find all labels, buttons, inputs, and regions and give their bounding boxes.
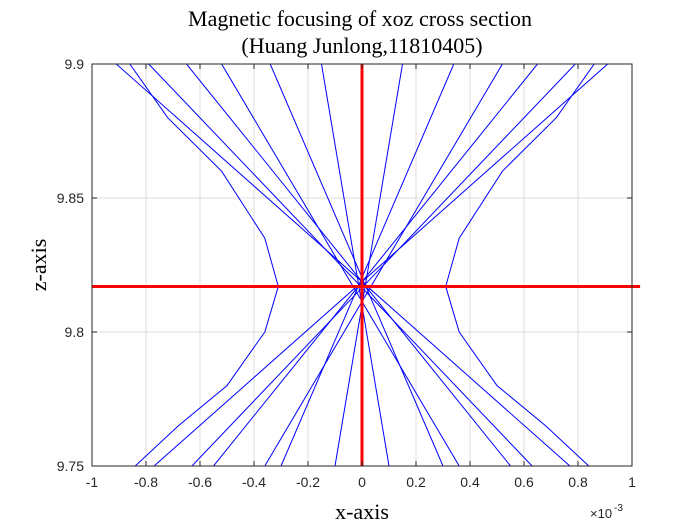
trajectory-line-10 [264,64,503,466]
x-tick-label: 0 [358,474,366,490]
trajectory-line-1 [115,64,571,466]
x-tick-label: 0.4 [460,474,480,490]
trajectory-line-9 [213,64,538,466]
x-tick-label: 0.8 [568,474,588,490]
trajectory-line-5 [269,64,444,466]
x-axis-exponent-base: ×10 [590,506,612,521]
trajectory-line-12 [334,64,403,466]
y-tick-label: 9.85 [57,190,84,206]
x-tick-label: 0.6 [514,474,534,490]
x-tick-label: -0.6 [188,474,212,490]
x-tick-label: -1 [86,474,99,490]
trajectory-line-11 [280,64,455,466]
trajectory-line-7 [153,64,609,466]
x-tick-label: -0.2 [296,474,320,490]
marker-lines [92,64,641,466]
x-axis-label: x-axis [335,499,389,524]
y-axis-label: z-axis [26,239,51,292]
y-tick-label: 9.8 [65,324,85,340]
x-tick-label: -0.4 [242,474,266,490]
x-axis-exponent-power: -3 [614,503,623,514]
y-tick-label: 9.75 [57,458,84,474]
x-tick-label: -0.8 [134,474,158,490]
chart-title-line-2: (Huang Junlong,11810405) [241,33,482,58]
x-tick-label: 1 [628,474,636,490]
x-tick-label: 0.2 [406,474,426,490]
trajectory-line-4 [221,64,460,466]
chart-title-line-1: Magnetic focusing of xoz cross section [188,6,532,31]
y-axis-ticks: 9.75 9.8 9.85 9.9 [57,56,632,474]
trajectory-line-6 [321,64,390,466]
series-group [115,64,609,466]
trajectory-line-3 [186,64,511,466]
y-tick-label: 9.9 [65,56,85,72]
x-axis-ticks: -1 -0.8 -0.6 -0.4 -0.2 0 0.2 0.4 0.6 0.8 1 [86,64,636,490]
